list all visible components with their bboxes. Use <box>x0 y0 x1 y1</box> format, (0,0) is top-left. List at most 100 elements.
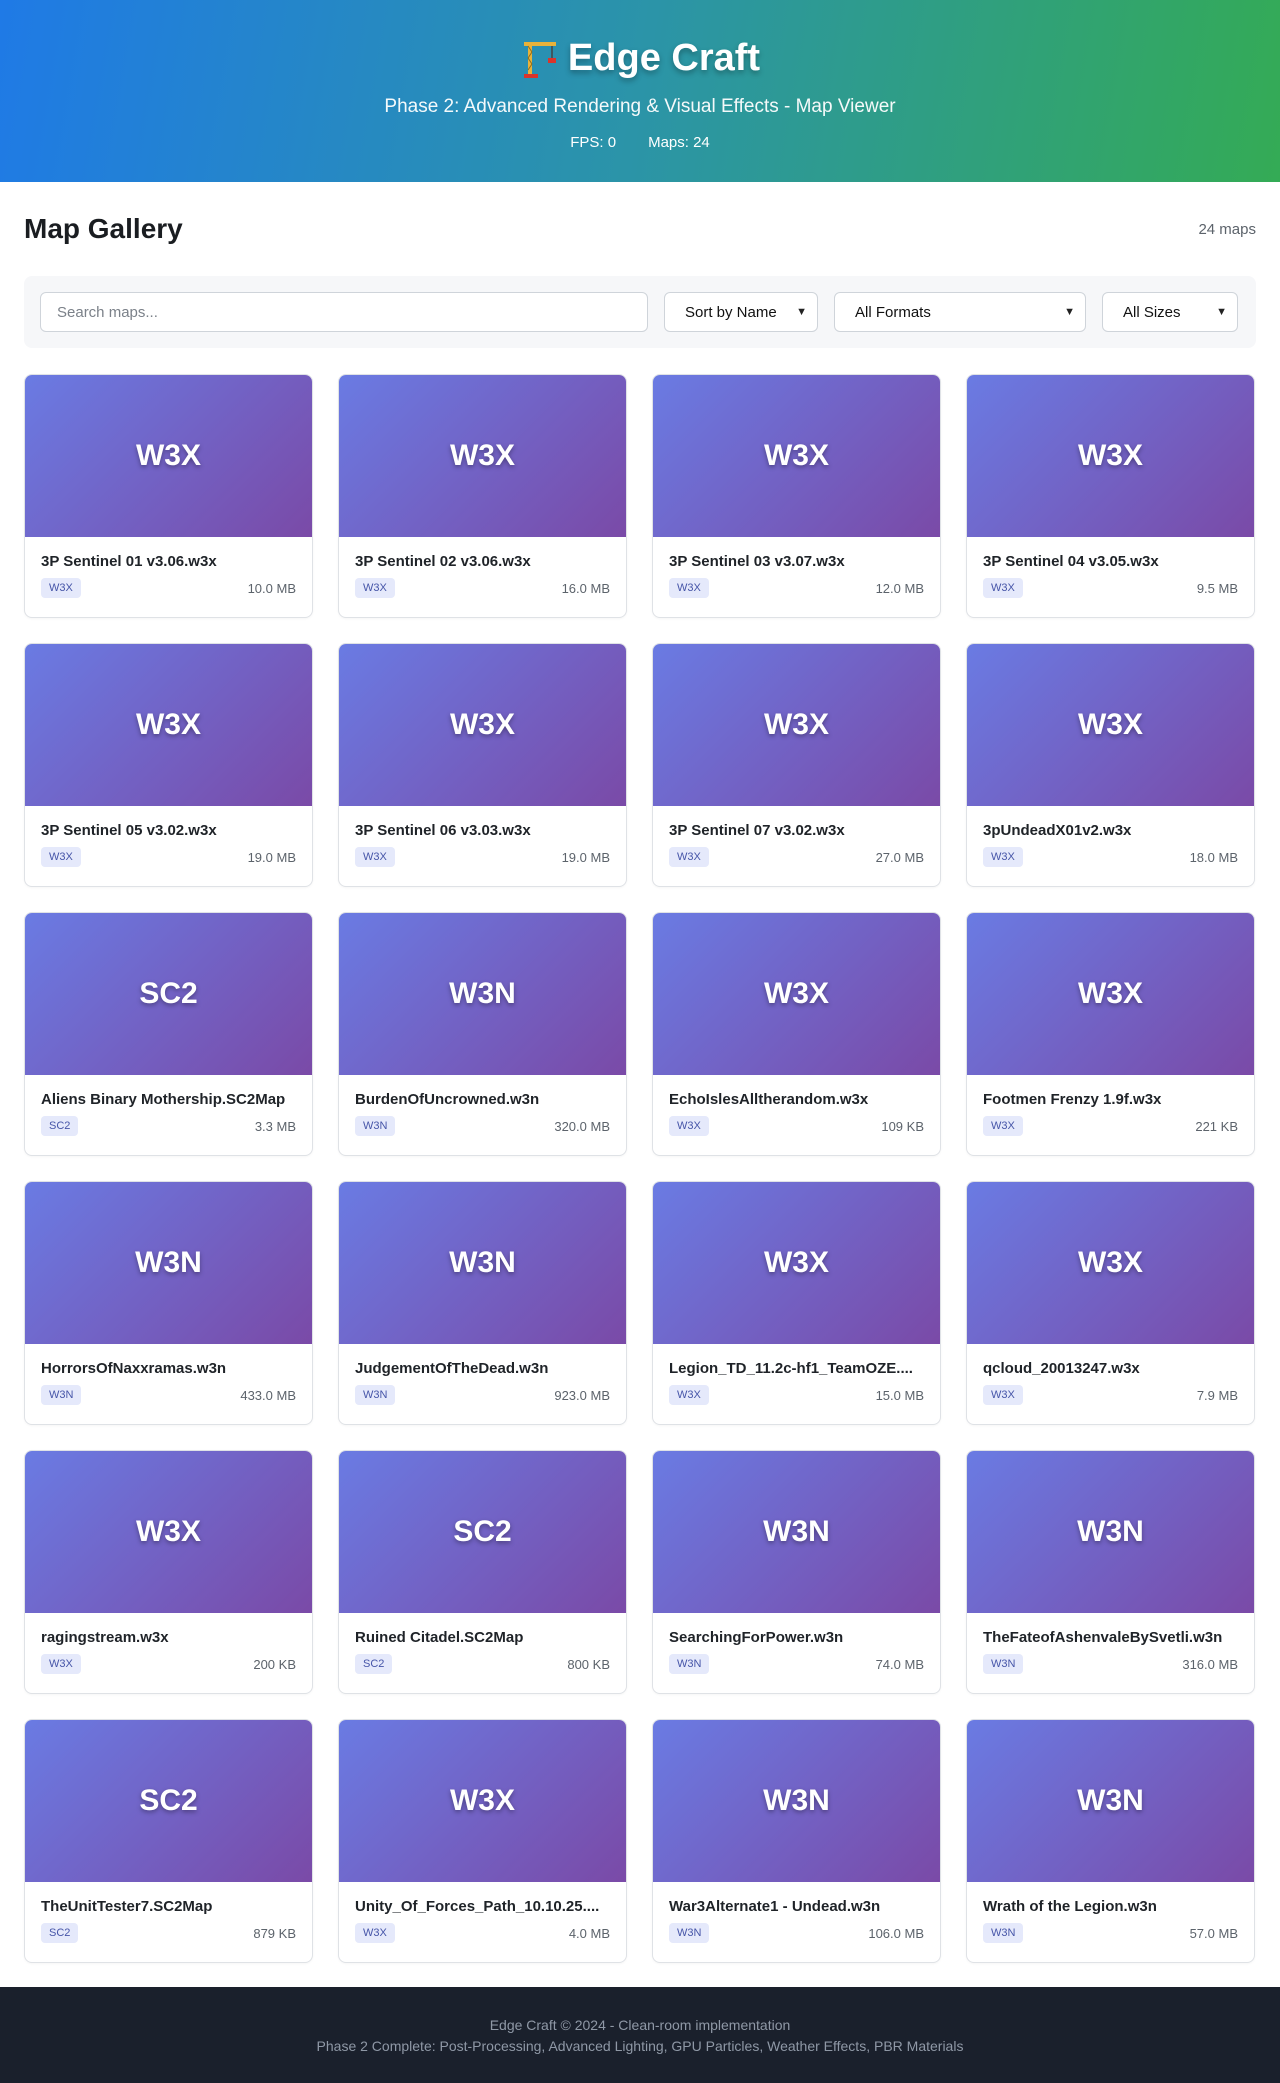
map-thumbnail: W3X <box>967 1182 1254 1344</box>
map-card-body: BurdenOfUncrowned.w3n W3N 320.0 MB <box>339 1075 626 1136</box>
thumbnail-format-label: W3X <box>1077 708 1143 741</box>
file-size: 4.0 MB <box>568 1925 610 1941</box>
map-name: TheFateofAshenvaleBySvetli.w3n <box>983 1629 1223 1646</box>
map-count: 24 maps <box>1198 220 1256 238</box>
map-name: SearchingForPower.w3n <box>669 1629 844 1646</box>
map-card-body: 3P Sentinel 03 v3.07.w3x W3X 12.0 MB <box>653 537 940 598</box>
map-card[interactable]: W3N JudgementOfTheDead.w3n W3N 923.0 MB <box>338 1181 627 1425</box>
file-size: 106.0 MB <box>868 1925 924 1941</box>
chevron-down-icon: ▼ <box>796 306 807 318</box>
map-card[interactable]: W3N TheFateofAshenvaleBySvetli.w3n W3N 316.… <box>966 1450 1255 1694</box>
filter-bar: Sort by Name ▼ All Formats ▼ All Sizes ▼ <box>24 276 1256 348</box>
format-badge: W3N <box>983 1654 1024 1674</box>
map-name: Footmen Frenzy 1.9f.w3x <box>983 1091 1162 1108</box>
map-meta: W3X 9.5 MB <box>983 578 1238 598</box>
size-select[interactable]: All Sizes ▼ <box>1102 292 1238 332</box>
map-name: Ruined Citadel.SC2Map <box>355 1629 524 1646</box>
map-meta: W3X 109 KB <box>669 1116 924 1136</box>
map-card[interactable]: W3X Unity_Of_Forces_Path_10.10.25.... W3X 4… <box>338 1719 627 1963</box>
thumbnail-format-label: W3X <box>763 708 829 741</box>
map-meta: W3X 4.0 MB <box>355 1923 610 1943</box>
sort-select[interactable]: Sort by Name ▼ <box>664 292 818 332</box>
map-thumbnail: W3X <box>25 375 312 537</box>
file-size: 7.9 MB <box>1196 1387 1238 1403</box>
map-thumbnail: W3X <box>653 913 940 1075</box>
map-meta: W3X 27.0 MB <box>669 847 924 867</box>
map-card[interactable]: W3N HorrorsOfNaxxramas.w3n W3N 433.0 MB <box>24 1181 313 1425</box>
map-card[interactable]: W3N Wrath of the Legion.w3n W3N 57.0 MB <box>966 1719 1255 1963</box>
map-card-body: HorrorsOfNaxxramas.w3n W3N 433.0 MB <box>25 1344 312 1405</box>
map-card-body: TheFateofAshenvaleBySvetli.w3n W3N 316.0 M… <box>967 1613 1254 1674</box>
map-card[interactable]: W3X qcloud_20013247.w3x W3X 7.9 MB <box>966 1181 1255 1425</box>
map-meta: SC2 800 KB <box>355 1654 610 1674</box>
map-thumbnail: W3N <box>967 1451 1254 1613</box>
gallery-header: Map Gallery 24 maps <box>24 182 1256 268</box>
map-meta: SC2 3.3 MB <box>41 1116 296 1136</box>
file-size: 879 KB <box>253 1925 296 1941</box>
map-card-body: Legion_TD_11.2c-hf1_TeamOZE.... W3X 15.0 M… <box>653 1344 940 1405</box>
map-card[interactable]: W3X ragingstream.w3x W3X 200 KB <box>24 1450 313 1694</box>
file-size: 19.0 MB <box>561 849 610 865</box>
map-card-body: 3P Sentinel 07 v3.02.w3x W3X 27.0 MB <box>653 806 940 867</box>
thumbnail-format-label: SC2 <box>139 1784 198 1817</box>
map-card[interactable]: SC2 Aliens Binary Mothership.SC2Map SC2 3.3… <box>24 912 313 1156</box>
page-title: Map Gallery <box>24 213 183 244</box>
map-meta: W3N 316.0 MB <box>983 1654 1238 1674</box>
map-card[interactable]: W3X 3P Sentinel 02 v3.06.w3x W3X 16.0 MB <box>338 374 627 618</box>
map-card[interactable]: W3X 3P Sentinel 07 v3.02.w3x W3X 27.0 MB <box>652 643 941 887</box>
search-input[interactable] <box>40 292 648 332</box>
map-thumbnail: SC2 <box>25 1720 312 1882</box>
map-card-body: Ruined Citadel.SC2Map SC2 800 KB <box>339 1613 626 1674</box>
format-select-value: All Formats <box>855 303 931 321</box>
map-thumbnail: W3X <box>967 913 1254 1075</box>
map-card[interactable]: W3N War3Alternate1 - Undead.w3n W3N 106.0 M… <box>652 1719 941 1963</box>
app-title-text: Edge Craft <box>567 36 761 79</box>
file-size: 57.0 MB <box>1189 1925 1238 1941</box>
map-card[interactable]: W3X EchoIslesAlltherandom.w3x W3X 109 KB <box>652 912 941 1156</box>
map-name: Unity_Of_Forces_Path_10.10.25.... <box>355 1898 600 1915</box>
map-thumbnail: W3X <box>653 644 940 806</box>
format-badge: W3X <box>669 847 709 867</box>
format-badge: W3X <box>355 578 395 598</box>
size-select-value: All Sizes <box>1123 303 1181 321</box>
map-name: 3P Sentinel 07 v3.02.w3x <box>669 822 845 839</box>
map-meta: W3N 320.0 MB <box>355 1116 610 1136</box>
map-card-body: Footmen Frenzy 1.9f.w3x W3X 221 KB <box>967 1075 1254 1136</box>
format-badge: SC2 <box>41 1116 79 1136</box>
file-size: 15.0 MB <box>875 1387 924 1403</box>
map-card[interactable]: SC2 TheUnitTester7.SC2Map SC2 879 KB <box>24 1719 313 1963</box>
map-card[interactable]: W3X Footmen Frenzy 1.9f.w3x W3X 221 KB <box>966 912 1255 1156</box>
thumbnail-format-label: W3X <box>1077 439 1143 472</box>
map-card[interactable]: W3N BurdenOfUncrowned.w3n W3N 320.0 MB <box>338 912 627 1156</box>
format-badge: W3X <box>41 1654 81 1674</box>
file-size: 10.0 MB <box>247 580 296 596</box>
map-thumbnail: W3N <box>967 1720 1254 1882</box>
map-card[interactable]: W3X 3P Sentinel 04 v3.05.w3x W3X 9.5 MB <box>966 374 1255 618</box>
map-name: qcloud_20013247.w3x <box>983 1360 1140 1377</box>
map-card-body: JudgementOfTheDead.w3n W3N 923.0 MB <box>339 1344 626 1405</box>
map-meta: W3X 221 KB <box>983 1116 1238 1136</box>
map-card[interactable]: W3X 3pUndeadX01v2.w3x W3X 18.0 MB <box>966 643 1255 887</box>
map-card-body: ragingstream.w3x W3X 200 KB <box>25 1613 312 1674</box>
map-name: 3P Sentinel 06 v3.03.w3x <box>355 822 531 839</box>
map-card[interactable]: SC2 Ruined Citadel.SC2Map SC2 800 KB <box>338 1450 627 1694</box>
map-thumbnail: W3X <box>967 375 1254 537</box>
map-card[interactable]: W3X 3P Sentinel 06 v3.03.w3x W3X 19.0 MB <box>338 643 627 887</box>
map-card[interactable]: W3X 3P Sentinel 03 v3.07.w3x W3X 12.0 MB <box>652 374 941 618</box>
format-badge: W3X <box>669 1116 709 1136</box>
map-thumbnail: SC2 <box>25 913 312 1075</box>
format-select[interactable]: All Formats ▼ <box>834 292 1086 332</box>
map-card[interactable]: W3N SearchingForPower.w3n W3N 74.0 MB <box>652 1450 941 1694</box>
map-name: War3Alternate1 - Undead.w3n <box>669 1898 881 1915</box>
map-name: HorrorsOfNaxxramas.w3n <box>41 1360 227 1377</box>
map-name: Aliens Binary Mothership.SC2Map <box>41 1091 286 1108</box>
footer: Edge Craft © 2024 - Clean-room implement… <box>0 1987 1280 2083</box>
map-card[interactable]: W3X 3P Sentinel 01 v3.06.w3x W3X 10.0 MB <box>24 374 313 618</box>
map-meta: W3X 16.0 MB <box>355 578 610 598</box>
map-name: JudgementOfTheDead.w3n <box>355 1360 549 1377</box>
thumbnail-format-label: SC2 <box>453 1515 512 1548</box>
map-card[interactable]: W3X 3P Sentinel 05 v3.02.w3x W3X 19.0 MB <box>24 643 313 887</box>
format-badge: W3X <box>41 847 81 867</box>
map-card[interactable]: W3X Legion_TD_11.2c-hf1_TeamOZE.... W3X 15.… <box>652 1181 941 1425</box>
file-size: 12.0 MB <box>875 580 924 596</box>
